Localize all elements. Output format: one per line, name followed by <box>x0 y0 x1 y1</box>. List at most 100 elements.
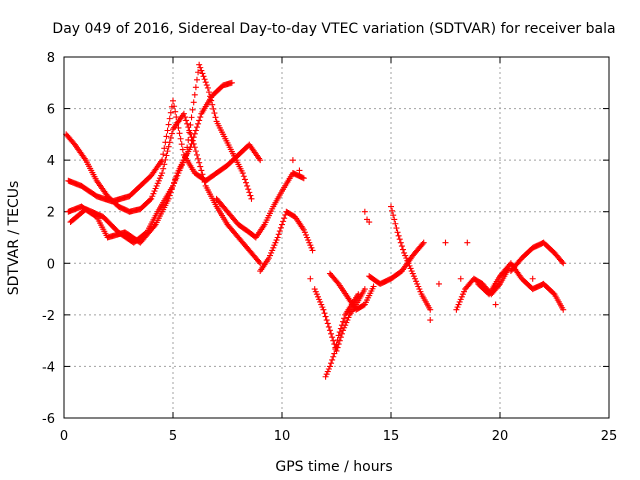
data-point <box>393 225 400 232</box>
data-point <box>329 356 336 363</box>
data-point <box>163 152 170 159</box>
data-point <box>317 298 324 305</box>
data-point <box>276 228 283 235</box>
data-point <box>195 120 202 127</box>
data-point <box>280 218 287 225</box>
data-point <box>268 249 275 256</box>
data-point <box>301 229 308 236</box>
data-point <box>403 255 410 262</box>
data-point <box>197 64 204 71</box>
y-tick-label: 4 <box>47 154 55 169</box>
data-point <box>277 224 284 231</box>
data-point <box>166 115 173 122</box>
data-point <box>153 182 160 189</box>
data-point <box>345 314 352 321</box>
data-point <box>458 293 465 300</box>
data-point <box>417 288 424 295</box>
data-point <box>167 109 174 116</box>
data-point <box>203 82 210 89</box>
data-point <box>195 69 202 76</box>
data-point <box>176 167 183 174</box>
data-point <box>151 188 158 195</box>
data-point <box>267 252 274 259</box>
data-point <box>188 114 195 121</box>
x-tick-label: 25 <box>601 429 618 444</box>
data-point <box>314 293 321 300</box>
y-tick-label: 2 <box>47 206 55 221</box>
data-point <box>338 322 345 329</box>
data-point <box>415 283 422 290</box>
data-point <box>199 70 206 77</box>
data-point <box>464 239 471 246</box>
data-point <box>202 79 209 86</box>
data-point <box>147 196 154 203</box>
y-tick-label: -6 <box>42 412 55 427</box>
data-point <box>407 265 414 272</box>
data-point <box>178 162 185 169</box>
data-point <box>413 278 420 285</box>
data-point <box>344 317 351 324</box>
x-axis-label: GPS time / hours <box>275 459 392 475</box>
data-point <box>170 182 176 189</box>
data-point <box>333 341 340 348</box>
data-point <box>172 108 179 115</box>
data-point <box>159 157 166 164</box>
data-point <box>244 182 251 189</box>
data-point <box>196 159 203 166</box>
data-point <box>453 306 460 313</box>
data-point <box>309 247 316 254</box>
data-point <box>392 220 399 227</box>
data-point <box>322 313 329 320</box>
y-tick-label: -2 <box>42 309 55 324</box>
data-point <box>341 315 348 322</box>
data-point <box>420 239 427 246</box>
data-point <box>311 286 318 293</box>
data-point <box>175 124 182 131</box>
data-point <box>181 154 188 161</box>
data-point <box>170 97 176 104</box>
data-point <box>361 286 368 293</box>
data-point <box>492 301 499 308</box>
data-point <box>171 180 178 187</box>
data-point <box>154 180 161 187</box>
data-point <box>270 244 277 251</box>
data-point <box>414 280 421 287</box>
data-point <box>183 117 190 124</box>
x-tick-label: 10 <box>274 429 291 444</box>
data-point <box>406 262 413 269</box>
data-point <box>167 134 174 141</box>
data-point <box>304 234 311 241</box>
data-point <box>322 373 329 380</box>
data-point <box>192 127 199 134</box>
data-point <box>198 67 205 74</box>
data-point <box>197 163 204 170</box>
data-point <box>405 260 412 267</box>
data-point <box>161 145 168 152</box>
data-point <box>330 337 337 344</box>
data-point <box>196 117 203 124</box>
data-point <box>164 127 171 134</box>
data-point <box>179 159 186 166</box>
data-point <box>335 332 342 339</box>
data-point <box>529 275 536 282</box>
data-point <box>165 143 172 150</box>
data-point <box>162 139 169 146</box>
data-point <box>190 99 197 106</box>
data-point <box>160 165 167 172</box>
data-point <box>189 137 196 144</box>
data-point <box>208 97 215 104</box>
data-point <box>319 304 326 311</box>
data-point <box>331 350 338 357</box>
data-point <box>196 61 203 68</box>
data-point <box>160 151 167 158</box>
data-point <box>330 353 337 360</box>
data-point <box>180 157 187 164</box>
data-point <box>163 133 170 140</box>
data-point <box>148 195 155 202</box>
data-point <box>171 103 178 110</box>
data-point <box>559 258 566 265</box>
data-point <box>189 106 196 113</box>
data-point <box>279 221 285 228</box>
data-point <box>179 146 186 153</box>
data-point <box>408 268 415 275</box>
